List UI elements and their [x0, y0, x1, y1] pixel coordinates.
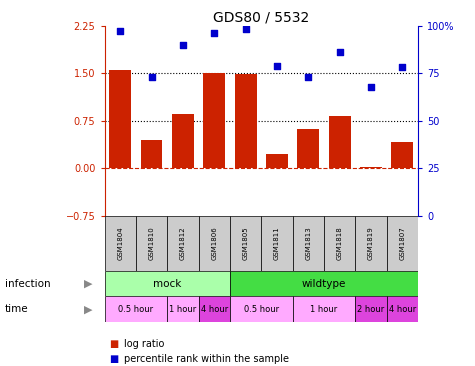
Text: ■: ■ [109, 339, 118, 349]
Text: GSM1806: GSM1806 [211, 227, 217, 260]
Bar [261, 216, 293, 271]
Bar [104, 296, 167, 322]
Bar [136, 216, 167, 271]
Bar [199, 216, 230, 271]
Text: 4 hour: 4 hour [200, 305, 228, 314]
Bar [203, 73, 225, 168]
Bar [293, 296, 355, 322]
Text: ■: ■ [109, 354, 118, 364]
Text: GSM1812: GSM1812 [180, 227, 186, 260]
Bar [324, 216, 355, 271]
Point [242, 26, 249, 32]
Title: GDS80 / 5532: GDS80 / 5532 [213, 11, 309, 25]
Bar [230, 296, 293, 322]
Point [399, 64, 406, 70]
Bar [387, 296, 418, 322]
Text: mock: mock [153, 279, 181, 289]
Text: time: time [5, 304, 28, 314]
Point [210, 30, 218, 36]
Point [148, 74, 155, 80]
Text: GSM1818: GSM1818 [337, 227, 342, 260]
Text: 4 hour: 4 hour [389, 305, 416, 314]
Text: 0.5 hour: 0.5 hour [118, 305, 153, 314]
Bar [355, 296, 387, 322]
Text: 1 hour: 1 hour [310, 305, 338, 314]
Bar [235, 74, 256, 168]
Text: GSM1804: GSM1804 [117, 227, 123, 260]
Text: ▶: ▶ [84, 279, 92, 289]
Bar [391, 142, 413, 168]
Text: GSM1810: GSM1810 [149, 227, 154, 260]
Text: wildtype: wildtype [302, 279, 346, 289]
Text: 1 hour: 1 hour [169, 305, 197, 314]
Bar [329, 116, 351, 168]
Text: percentile rank within the sample: percentile rank within the sample [124, 354, 288, 364]
Bar [355, 216, 387, 271]
Text: infection: infection [5, 279, 50, 289]
Point [367, 83, 375, 89]
Text: 2 hour: 2 hour [357, 305, 385, 314]
Text: log ratio: log ratio [124, 339, 164, 349]
Point [273, 63, 281, 68]
Text: GSM1811: GSM1811 [274, 227, 280, 260]
Bar [167, 296, 199, 322]
Point [304, 74, 312, 80]
Text: ▶: ▶ [84, 304, 92, 314]
Bar [141, 140, 162, 168]
Bar [172, 115, 194, 168]
Bar [230, 216, 261, 271]
Point [179, 42, 187, 48]
Point [336, 49, 343, 55]
Bar [104, 271, 230, 296]
Bar [293, 216, 324, 271]
Text: 0.5 hour: 0.5 hour [244, 305, 279, 314]
Bar [297, 129, 319, 168]
Text: GSM1805: GSM1805 [243, 227, 248, 260]
Point [116, 29, 124, 34]
Bar [109, 70, 131, 168]
Bar [230, 271, 418, 296]
Bar [387, 216, 418, 271]
Bar [266, 154, 288, 168]
Bar [167, 216, 199, 271]
Text: GSM1819: GSM1819 [368, 227, 374, 260]
Text: GSM1813: GSM1813 [305, 227, 311, 260]
Bar [199, 296, 230, 322]
Bar [360, 167, 382, 168]
Bar [104, 216, 136, 271]
Text: GSM1807: GSM1807 [399, 227, 405, 260]
